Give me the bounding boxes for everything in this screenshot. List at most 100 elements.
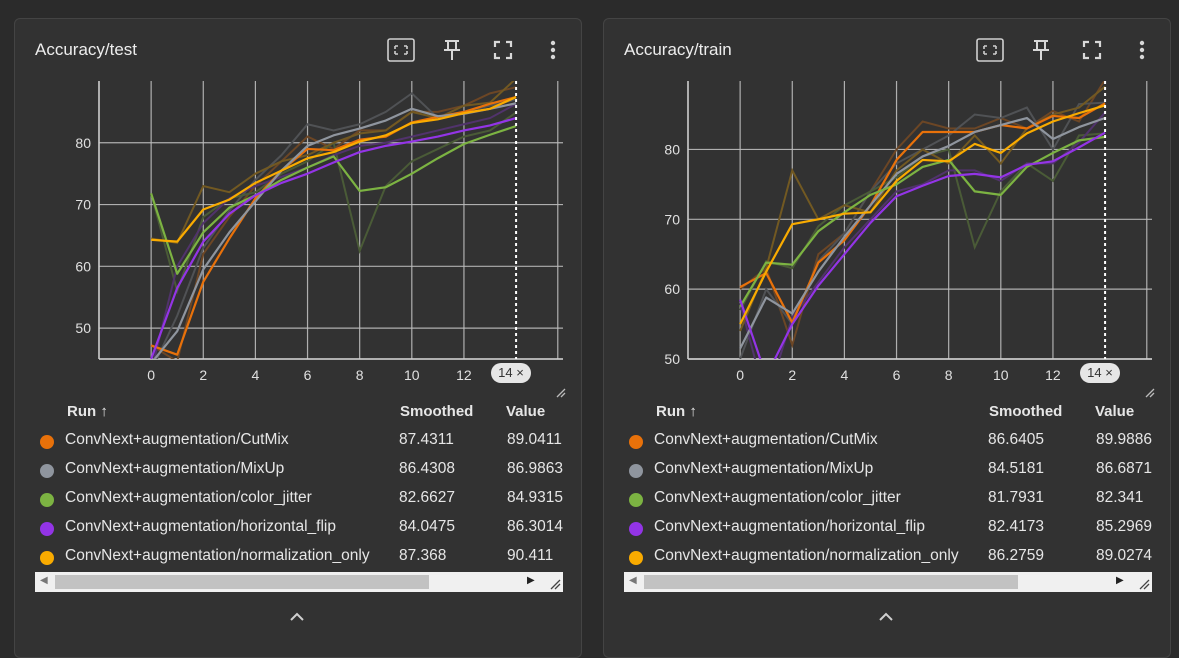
horizontal-scrollbar[interactable]: ◀ ▶ [35, 572, 563, 592]
table-row[interactable]: ConvNext+augmentation/color_jitter 81.79… [604, 485, 1172, 514]
step-marker-badge[interactable]: 14 × [1080, 363, 1120, 383]
table-row[interactable]: ConvNext+augmentation/horizontal_flip 84… [15, 514, 583, 543]
fullscreen-button[interactable] [489, 36, 517, 64]
resize-handle-icon[interactable] [545, 572, 563, 592]
smoothed-series-line-color_jitter [150, 125, 517, 275]
y-tick-label: 70 [75, 197, 91, 213]
x-tick-label: 12 [456, 367, 472, 383]
color-swatch [629, 493, 643, 507]
fullscreen-button[interactable] [1078, 36, 1106, 64]
pin-icon [1033, 40, 1049, 60]
fit-domain-icon [387, 38, 415, 62]
series-group [739, 81, 1106, 359]
run-name: ConvNext+augmentation/MixUp [65, 460, 285, 477]
raw-series-line-horizontal_flip [153, 102, 517, 359]
smoothed-value: 82.4173 [988, 518, 1045, 535]
smoothed-value: 86.4308 [399, 460, 456, 477]
table-row[interactable]: ConvNext+augmentation/CutMix 86.6405 89.… [604, 427, 1172, 456]
run-name: ConvNext+augmentation/CutMix [65, 431, 289, 448]
resize-handle-icon[interactable] [1134, 572, 1152, 592]
run-name: ConvNext+augmentation/color_jitter [65, 489, 312, 506]
more-vert-icon [1139, 40, 1145, 60]
color-swatch [40, 522, 54, 536]
series-group [150, 81, 517, 359]
chart-title: Accuracy/train [624, 40, 732, 59]
scrollbar-thumb[interactable] [55, 575, 429, 589]
table-row[interactable]: ConvNext+augmentation/CutMix 87.4311 89.… [15, 427, 583, 456]
smoothed-series-line-normalization_only [739, 104, 1106, 325]
smoothed-column-header[interactable]: Smoothed [989, 403, 1063, 420]
collapse-chevron-up-icon[interactable] [287, 609, 307, 625]
raw-value: 86.6871 [1096, 460, 1153, 477]
y-tick-label: 80 [664, 141, 680, 157]
horizontal-scrollbar[interactable]: ◀ ▶ [624, 572, 1152, 592]
raw-value: 85.2969 [1096, 518, 1153, 535]
run-name: ConvNext+augmentation/CutMix [654, 431, 878, 448]
table-row[interactable]: ConvNext+augmentation/MixUp 84.5181 86.6… [604, 456, 1172, 485]
run-name: ConvNext+augmentation/normalization_only [65, 547, 370, 564]
fullscreen-icon [493, 40, 513, 60]
accuracy-test-card: Accuracy/test 50 60 70 80 0 2 4 6 8 10 12 14 × Run… [14, 18, 582, 658]
run-column-header[interactable]: Run ↑ [656, 403, 697, 420]
value-column-header[interactable]: Value [506, 403, 546, 420]
color-swatch [40, 435, 54, 449]
smoothed-value: 81.7931 [988, 489, 1045, 506]
scroll-left-arrow-icon[interactable]: ◀ [629, 575, 637, 586]
x-tick-label: 6 [304, 367, 312, 383]
x-tick-label: 2 [199, 367, 207, 383]
pin-button[interactable] [438, 36, 466, 64]
raw-value: 89.9886 [1096, 431, 1153, 448]
color-swatch [629, 464, 643, 478]
run-name: ConvNext+augmentation/horizontal_flip [65, 518, 336, 535]
fullscreen-icon [1082, 40, 1102, 60]
x-tick-label: 4 [841, 367, 849, 383]
chart-title: Accuracy/test [35, 40, 138, 59]
chart-resize-icon [1145, 388, 1155, 398]
smoothed-series-line-normalization_only [151, 96, 517, 243]
scrollbar-thumb[interactable] [644, 575, 1018, 589]
more-options-button[interactable] [539, 36, 567, 64]
x-tick-label: 0 [736, 367, 744, 383]
y-tick-label: 60 [664, 281, 680, 297]
raw-series-line-normalization_only [150, 81, 515, 244]
line-chart-train[interactable]: 50 60 70 80 0 2 4 6 8 10 12 [604, 77, 1172, 407]
raw-value: 86.9863 [507, 460, 564, 477]
scroll-right-arrow-icon[interactable]: ▶ [1116, 575, 1124, 586]
smoothed-series-line-MixUp [739, 116, 1106, 350]
step-marker-badge[interactable]: 14 × [491, 363, 531, 383]
more-options-button[interactable] [1128, 36, 1156, 64]
table-row[interactable]: ConvNext+augmentation/normalization_only… [604, 543, 1172, 572]
scroll-right-arrow-icon[interactable]: ▶ [527, 575, 535, 586]
table-row[interactable]: ConvNext+augmentation/color_jitter 82.66… [15, 485, 583, 514]
table-row[interactable]: ConvNext+augmentation/MixUp 86.4308 86.9… [15, 456, 583, 485]
line-chart-test[interactable]: 50 60 70 80 0 2 4 6 8 10 12 [15, 77, 583, 407]
color-swatch [40, 493, 54, 507]
raw-series-line-CutMix [739, 81, 1106, 349]
value-column-header[interactable]: Value [1095, 403, 1135, 420]
x-tick-label: 10 [404, 367, 420, 383]
table-row[interactable]: ConvNext+augmentation/horizontal_flip 82… [604, 514, 1172, 543]
smoothed-column-header[interactable]: Smoothed [400, 403, 474, 420]
raw-value: 84.9315 [507, 489, 564, 506]
fit-domain-button[interactable] [387, 36, 415, 64]
y-tick-label: 50 [75, 320, 91, 336]
smoothed-value: 86.6405 [988, 431, 1045, 448]
run-column-header[interactable]: Run ↑ [67, 403, 108, 420]
smoothed-series-line-horizontal_flip [150, 117, 517, 359]
raw-value: 82.341 [1096, 489, 1144, 506]
collapse-chevron-up-icon[interactable] [876, 609, 896, 625]
raw-value: 86.3014 [507, 518, 564, 535]
smoothed-series-line-color_jitter [739, 135, 1106, 308]
pin-button[interactable] [1027, 36, 1055, 64]
raw-value: 90.411 [507, 547, 554, 564]
fit-domain-button[interactable] [976, 36, 1004, 64]
run-name: ConvNext+augmentation/horizontal_flip [654, 518, 925, 535]
x-tick-label: 12 [1045, 367, 1061, 383]
run-name: ConvNext+augmentation/color_jitter [654, 489, 901, 506]
raw-value: 89.0411 [507, 431, 562, 448]
table-row[interactable]: ConvNext+augmentation/normalization_only… [15, 543, 583, 572]
x-tick-label: 4 [252, 367, 260, 383]
scroll-left-arrow-icon[interactable]: ◀ [40, 575, 48, 586]
color-swatch [629, 551, 643, 565]
x-tick-label: 8 [356, 367, 364, 383]
